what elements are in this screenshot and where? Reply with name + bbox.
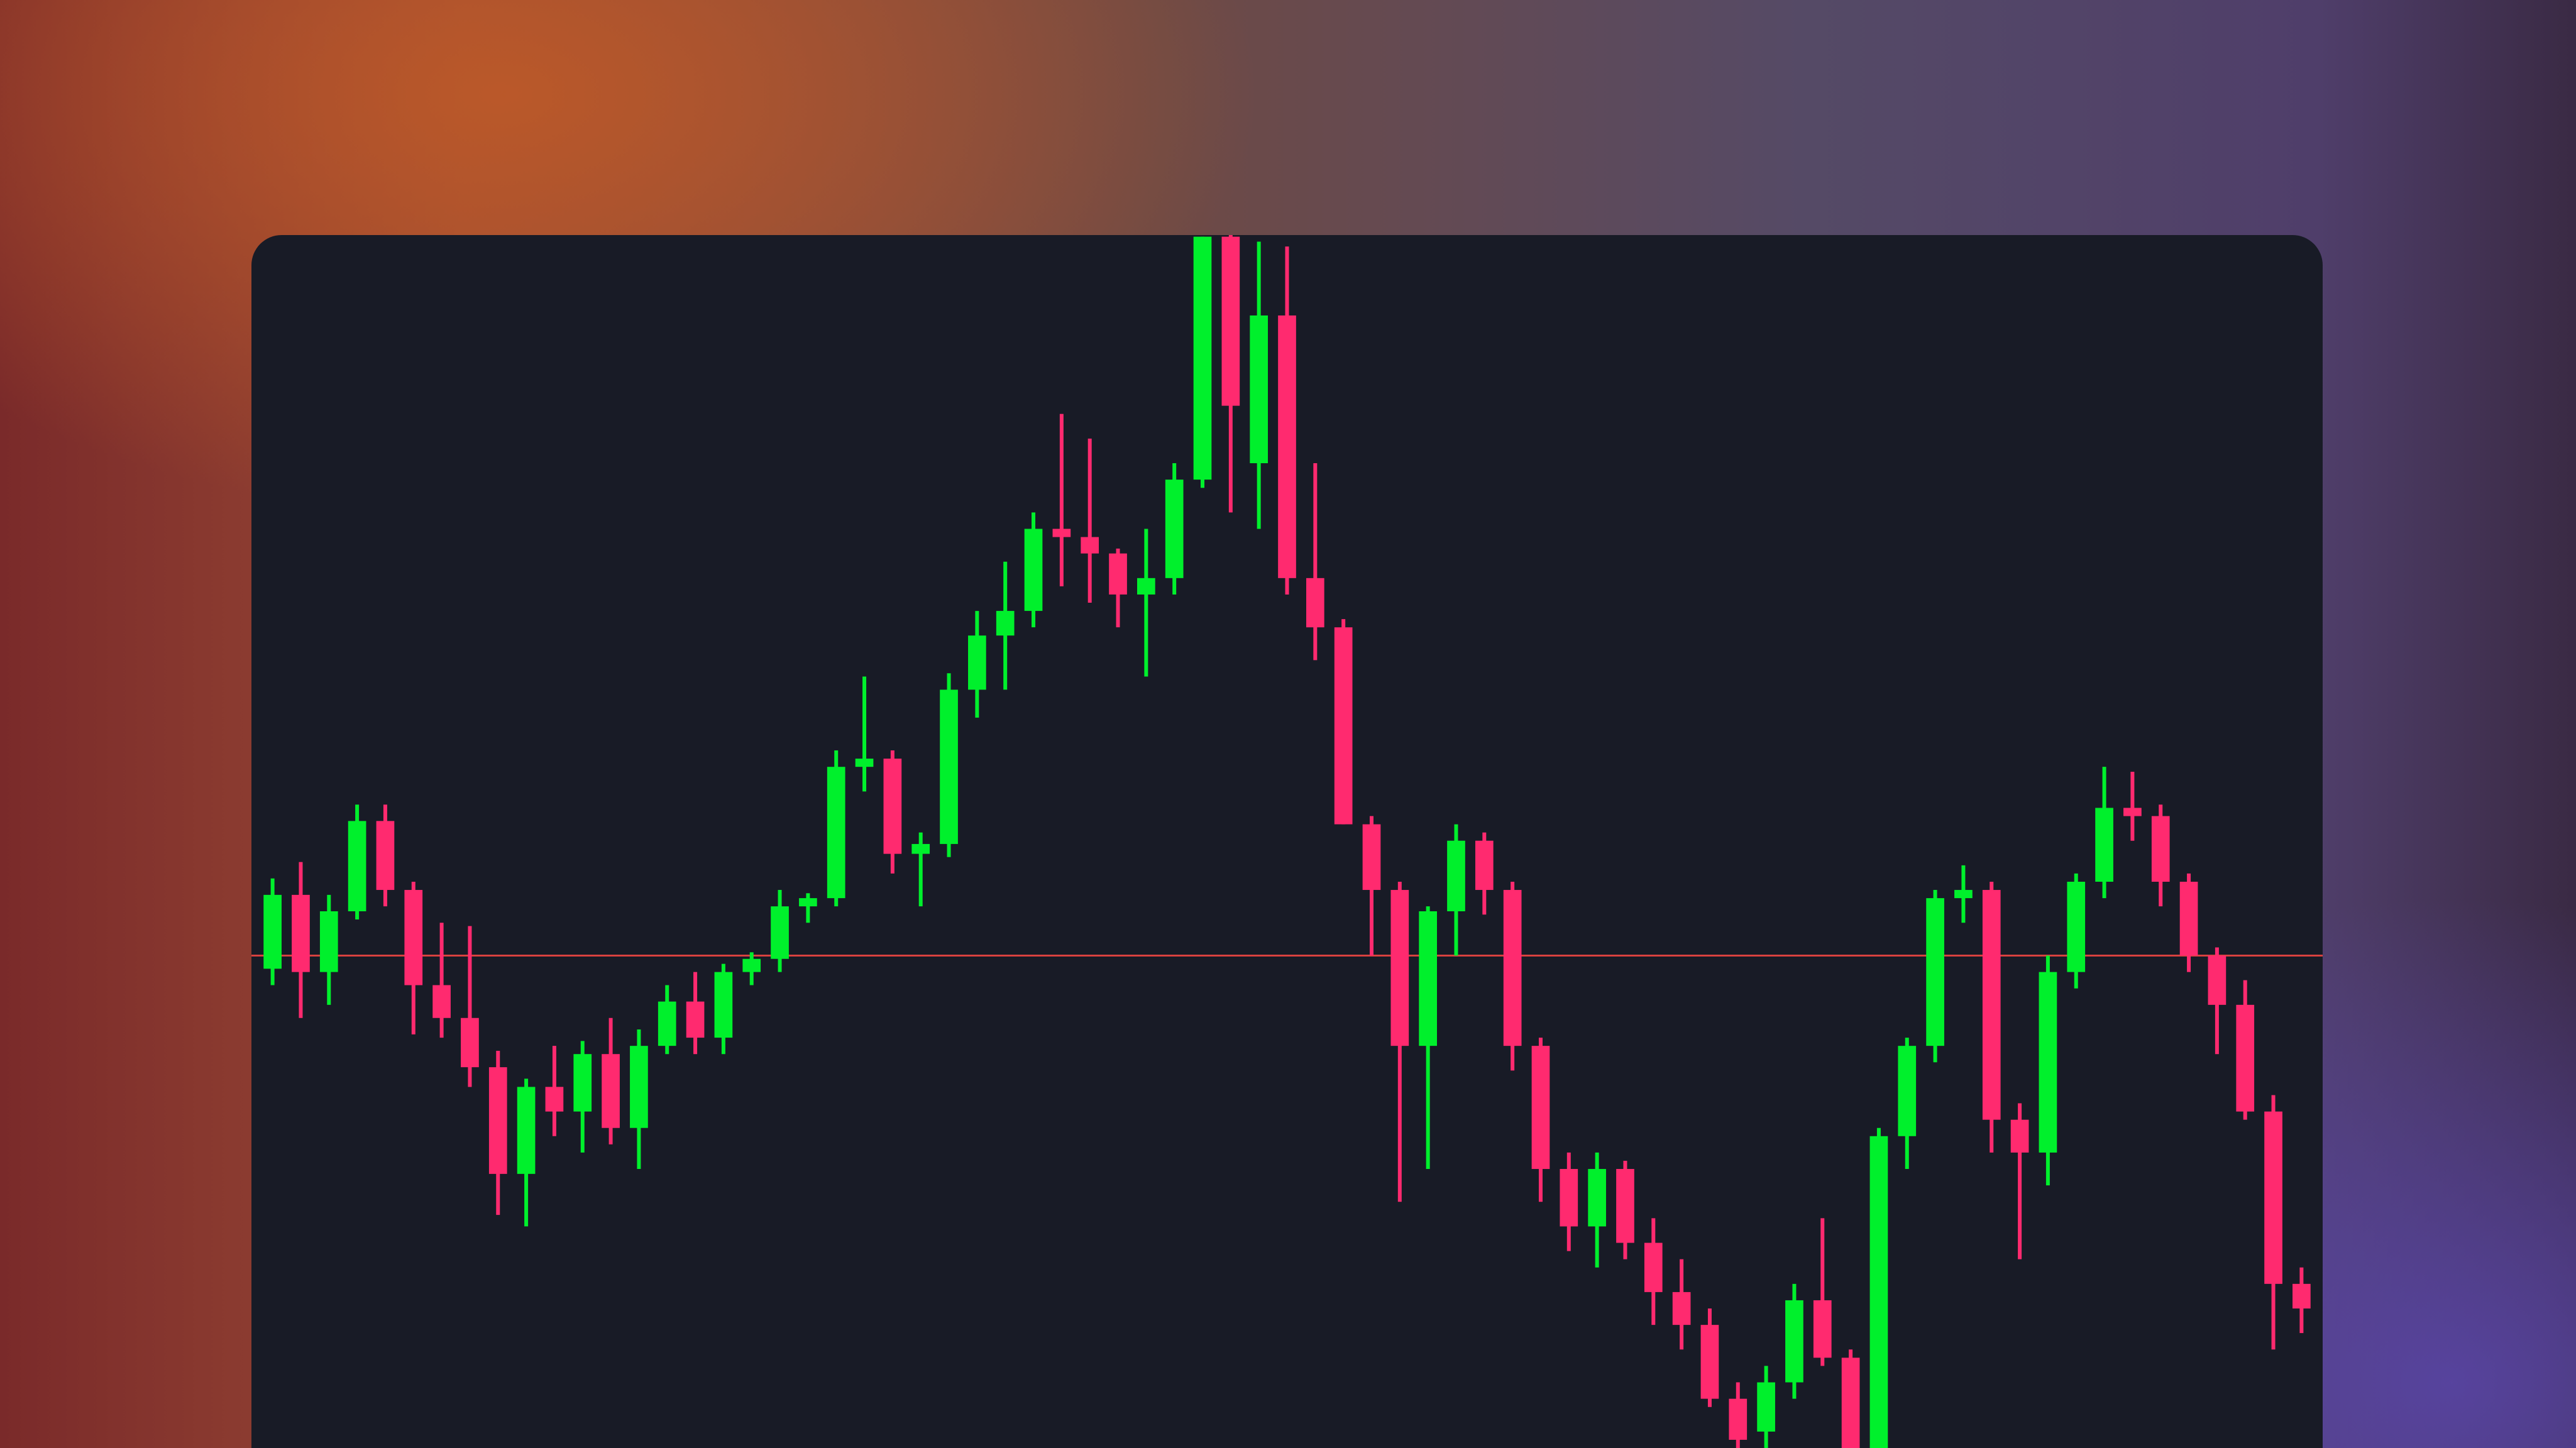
candle-body	[263, 894, 282, 969]
candle-body	[1362, 824, 1381, 891]
candle-body	[686, 1001, 705, 1038]
candle-body	[771, 906, 789, 959]
candle-body	[432, 985, 451, 1018]
candle-body	[968, 635, 986, 690]
candle-body	[2208, 955, 2226, 1005]
candle-body	[1588, 1169, 1606, 1227]
candle-body	[1052, 529, 1071, 537]
candle-body	[292, 894, 310, 972]
candle-body	[1785, 1300, 1803, 1383]
candle-body	[855, 759, 874, 767]
candle-body	[714, 972, 733, 1038]
candle-body	[2236, 1004, 2255, 1112]
candle-body	[1024, 529, 1043, 612]
candle-body	[1390, 890, 1409, 1046]
candle-body	[517, 1087, 536, 1174]
candle-body	[2123, 808, 2142, 816]
candle-body	[1334, 627, 1353, 825]
candle-body	[883, 759, 902, 854]
candle-body	[602, 1054, 620, 1128]
candle-body	[348, 821, 366, 911]
candle-body	[911, 843, 930, 854]
candle-body	[2264, 1111, 2282, 1284]
candle-body	[1869, 1136, 1888, 1448]
chart	[251, 235, 2323, 1448]
candle-body	[1898, 1046, 1917, 1136]
candle-body	[2010, 1119, 2029, 1153]
candle-body	[461, 1017, 479, 1068]
candle-body	[1503, 890, 1522, 1046]
candle-body	[1165, 480, 1184, 578]
candle-body	[1982, 890, 2001, 1120]
candle-body	[2067, 881, 2086, 972]
candle-body	[2179, 881, 2198, 956]
candle-body	[1447, 840, 1465, 911]
candle-body	[1841, 1358, 1860, 1448]
candle-body	[1221, 236, 1240, 406]
candle-body	[1531, 1046, 1550, 1170]
candle-body	[1306, 578, 1324, 628]
candle-body	[1700, 1325, 1719, 1399]
candle-body	[488, 1067, 507, 1174]
candle-body	[1616, 1169, 1634, 1243]
candle-body	[1278, 315, 1296, 578]
candle-body	[1644, 1242, 1663, 1292]
candle-body	[940, 689, 958, 844]
candle-body	[2293, 1283, 2311, 1309]
candle-body	[658, 1001, 676, 1046]
candle-body	[2151, 816, 2170, 882]
candle-body	[545, 1087, 564, 1112]
candle-body	[1475, 840, 1494, 891]
candle-body	[319, 911, 338, 972]
candle-body	[1419, 911, 1437, 1046]
candle-body	[827, 767, 845, 899]
candle-body	[799, 898, 817, 907]
candle-body	[1813, 1300, 1832, 1358]
candle-body	[1560, 1169, 1578, 1227]
candle-body	[1672, 1292, 1691, 1325]
candle-body	[573, 1054, 592, 1112]
candle-body	[2095, 808, 2113, 882]
candle-body	[1081, 537, 1099, 554]
candle-body	[2039, 972, 2057, 1153]
candle-body	[1250, 315, 1269, 464]
chart-panel	[251, 235, 2323, 1448]
candle-body	[1137, 578, 1155, 595]
candle-body	[742, 958, 761, 972]
candle-body	[1757, 1382, 1775, 1432]
candle-body	[1729, 1398, 1748, 1440]
candle-body	[1193, 236, 1212, 480]
candle-body	[1954, 890, 1973, 899]
candle-body	[376, 821, 395, 891]
candle-body	[1109, 553, 1127, 595]
candle-body	[996, 611, 1015, 636]
candle-body	[630, 1046, 648, 1128]
candle-body	[404, 890, 423, 985]
candle-body	[1926, 898, 1944, 1046]
